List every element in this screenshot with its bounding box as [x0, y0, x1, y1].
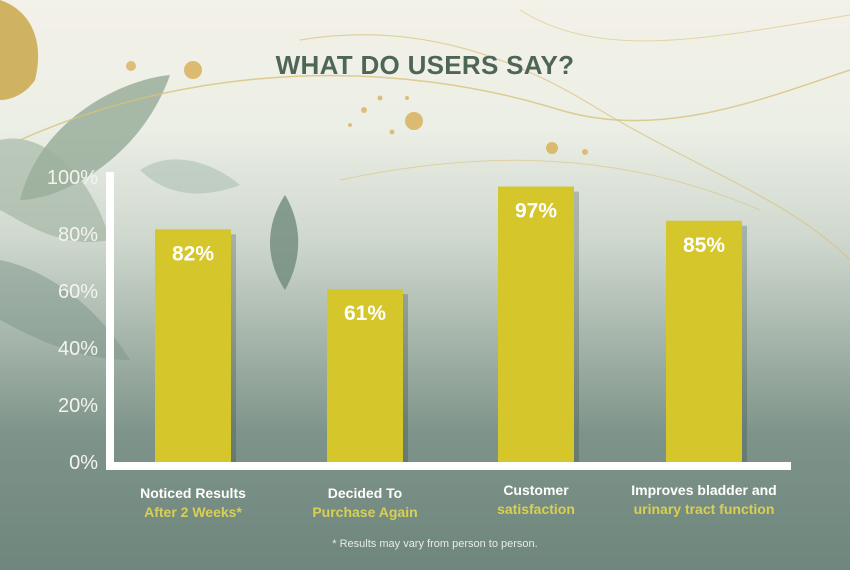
y-tick-label: 20%	[57, 395, 98, 417]
x-tick-label: Improves bladder and urinary tract functi…	[604, 481, 804, 519]
category-line2: Purchase Again	[312, 504, 418, 520]
category-line1: Customer	[503, 482, 569, 498]
category-line1: Decided To	[327, 485, 403, 501]
x-tick-label: Noticed Results After 2 Weeks*	[93, 484, 293, 522]
category-line1: Noticed Results	[140, 485, 246, 501]
category-line2: After 2 Weeks*	[144, 504, 242, 520]
bar-value-label: 85%	[683, 234, 725, 257]
bar	[327, 289, 403, 463]
chart-title: WHAT DO USERS SAY?	[275, 50, 575, 80]
bar-value-label: 61%	[344, 302, 386, 325]
bar	[498, 186, 574, 464]
category-line2: urinary tract function	[633, 501, 775, 517]
category-line2: satisfaction	[497, 501, 575, 517]
y-tick-label: 100%	[46, 167, 98, 189]
y-tick-label: 80%	[57, 224, 98, 246]
bar-value-label: 97%	[515, 200, 557, 223]
x-tick-label: Customer satisfaction	[436, 481, 636, 519]
y-tick-label: 60%	[57, 281, 98, 303]
bar	[666, 220, 742, 463]
y-tick-label: 40%	[57, 338, 98, 360]
y-tick-label: 0%	[69, 452, 98, 474]
bar-value-label: 82%	[172, 242, 214, 265]
bar	[155, 229, 231, 463]
x-tick-label: Decided To Purchase Again	[265, 484, 465, 522]
category-line1: Improves bladder and	[631, 482, 777, 498]
footnote: * Results may vary from person to person…	[332, 538, 538, 550]
